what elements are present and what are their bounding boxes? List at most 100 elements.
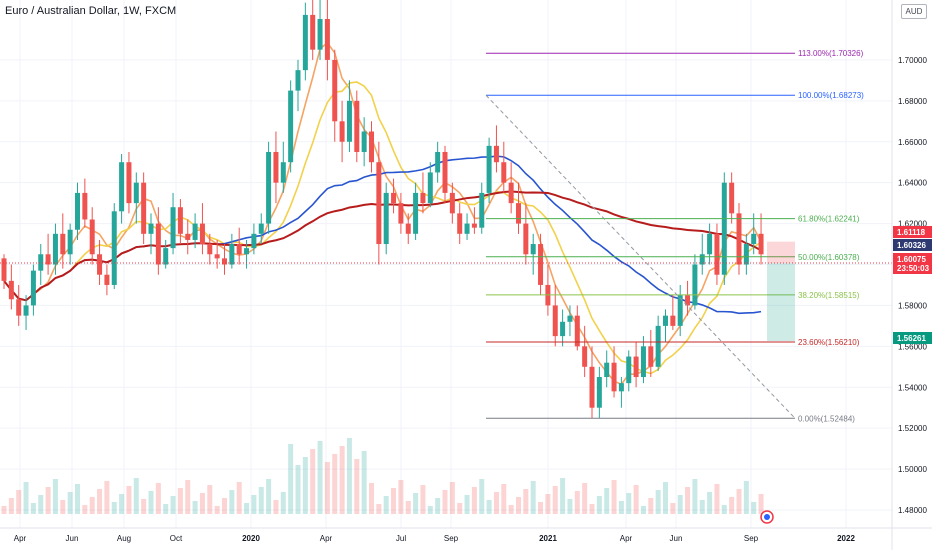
candle-body[interactable] bbox=[721, 182, 727, 275]
candle-body[interactable] bbox=[155, 223, 161, 265]
candle-body[interactable] bbox=[391, 192, 397, 204]
candle-body[interactable] bbox=[677, 295, 683, 326]
candle-body[interactable] bbox=[45, 254, 51, 265]
candle-body[interactable] bbox=[729, 182, 735, 214]
candle-body[interactable] bbox=[736, 213, 742, 265]
candle-body[interactable] bbox=[449, 192, 455, 214]
candle-body[interactable] bbox=[1, 258, 7, 281]
candle-body[interactable] bbox=[104, 274, 110, 285]
candle-body[interactable] bbox=[618, 383, 624, 392]
candle-body[interactable] bbox=[670, 315, 676, 326]
candle-body[interactable] bbox=[516, 203, 521, 224]
candle-body[interactable] bbox=[266, 151, 272, 224]
candle-body[interactable] bbox=[310, 14, 316, 50]
candle-body[interactable] bbox=[339, 121, 345, 142]
candle-body[interactable] bbox=[60, 233, 66, 255]
candle-body[interactable] bbox=[633, 356, 639, 378]
candle-body[interactable] bbox=[640, 346, 646, 378]
candle-body[interactable] bbox=[574, 315, 580, 347]
candle-body[interactable] bbox=[170, 207, 176, 249]
candle-body[interactable] bbox=[82, 192, 88, 220]
candle-body[interactable] bbox=[207, 244, 213, 255]
candle-body[interactable] bbox=[199, 223, 205, 245]
candle-body[interactable] bbox=[743, 244, 749, 265]
candle-body[interactable] bbox=[163, 248, 169, 265]
candle-body[interactable] bbox=[457, 213, 463, 234]
candle-body[interactable] bbox=[626, 356, 632, 384]
fib-trend-line[interactable] bbox=[485, 94, 796, 419]
candle-body[interactable] bbox=[244, 248, 250, 255]
candle-body[interactable] bbox=[177, 207, 183, 234]
candle-body[interactable] bbox=[655, 325, 661, 367]
candle-body[interactable] bbox=[67, 229, 73, 255]
candle-body[interactable] bbox=[376, 162, 382, 245]
candle-body[interactable] bbox=[589, 366, 595, 408]
candle-body[interactable] bbox=[611, 362, 617, 392]
candle-body[interactable] bbox=[486, 145, 492, 193]
candle-body[interactable] bbox=[501, 162, 507, 183]
candle-body[interactable] bbox=[251, 233, 257, 249]
candle-body[interactable] bbox=[361, 131, 367, 152]
candle-body[interactable] bbox=[567, 315, 573, 322]
candle-body[interactable] bbox=[751, 233, 757, 245]
candle-body[interactable] bbox=[273, 151, 279, 183]
candle-body[interactable] bbox=[111, 211, 117, 285]
candle-body[interactable] bbox=[398, 203, 404, 224]
candle-body[interactable] bbox=[280, 162, 286, 183]
candle-body[interactable] bbox=[493, 145, 499, 163]
candle-body[interactable] bbox=[52, 233, 58, 265]
candle-body[interactable] bbox=[317, 19, 323, 50]
candle-body[interactable] bbox=[464, 223, 470, 234]
candle-body[interactable] bbox=[288, 90, 294, 163]
candle-body[interactable] bbox=[23, 305, 29, 316]
candle-body[interactable] bbox=[707, 233, 713, 255]
candle-body[interactable] bbox=[685, 295, 691, 306]
candle-body[interactable] bbox=[435, 151, 441, 173]
candle-body[interactable] bbox=[16, 299, 22, 316]
candle-body[interactable] bbox=[369, 131, 374, 163]
candle-body[interactable] bbox=[714, 233, 720, 275]
candle-body[interactable] bbox=[229, 244, 235, 265]
candle-body[interactable] bbox=[119, 162, 125, 212]
candle-body[interactable] bbox=[148, 223, 154, 234]
candle-body[interactable] bbox=[582, 346, 588, 367]
candle-body[interactable] bbox=[604, 362, 610, 378]
candle-body[interactable] bbox=[471, 223, 477, 228]
candle-body[interactable] bbox=[258, 223, 264, 234]
position-stop-zone[interactable] bbox=[767, 241, 795, 263]
candle-body[interactable] bbox=[222, 258, 227, 265]
candle-body[interactable] bbox=[405, 223, 411, 234]
candle-body[interactable] bbox=[295, 70, 301, 91]
candle-body[interactable] bbox=[692, 264, 698, 306]
candle-body[interactable] bbox=[346, 100, 352, 142]
candle-body[interactable] bbox=[89, 219, 95, 255]
candle-body[interactable] bbox=[758, 233, 764, 255]
candle-body[interactable] bbox=[413, 192, 419, 234]
candle-body[interactable] bbox=[324, 19, 330, 60]
candle-body[interactable] bbox=[427, 172, 433, 204]
candle-body[interactable] bbox=[552, 305, 558, 337]
candle-body[interactable] bbox=[126, 162, 132, 204]
candle-body[interactable] bbox=[699, 254, 705, 265]
candle-body[interactable] bbox=[332, 59, 338, 122]
candle-body[interactable] bbox=[192, 223, 198, 240]
candle-body[interactable] bbox=[538, 244, 544, 285]
position-target-zone[interactable] bbox=[767, 262, 795, 341]
candle-body[interactable] bbox=[302, 14, 308, 71]
candle-body[interactable] bbox=[133, 182, 139, 204]
candle-body[interactable] bbox=[97, 254, 103, 275]
candle-body[interactable] bbox=[30, 270, 36, 306]
candle-body[interactable] bbox=[663, 315, 668, 326]
candle-body[interactable] bbox=[38, 254, 44, 271]
candle-body[interactable] bbox=[141, 182, 147, 234]
candle-body[interactable] bbox=[383, 192, 389, 245]
candle-body[interactable] bbox=[236, 244, 242, 255]
candle-body[interactable] bbox=[523, 223, 529, 255]
candle-body[interactable] bbox=[442, 151, 448, 193]
candle-body[interactable] bbox=[8, 280, 14, 300]
candle-body[interactable] bbox=[596, 377, 602, 408]
candle-body[interactable] bbox=[214, 254, 220, 259]
candle-body[interactable] bbox=[530, 244, 536, 255]
